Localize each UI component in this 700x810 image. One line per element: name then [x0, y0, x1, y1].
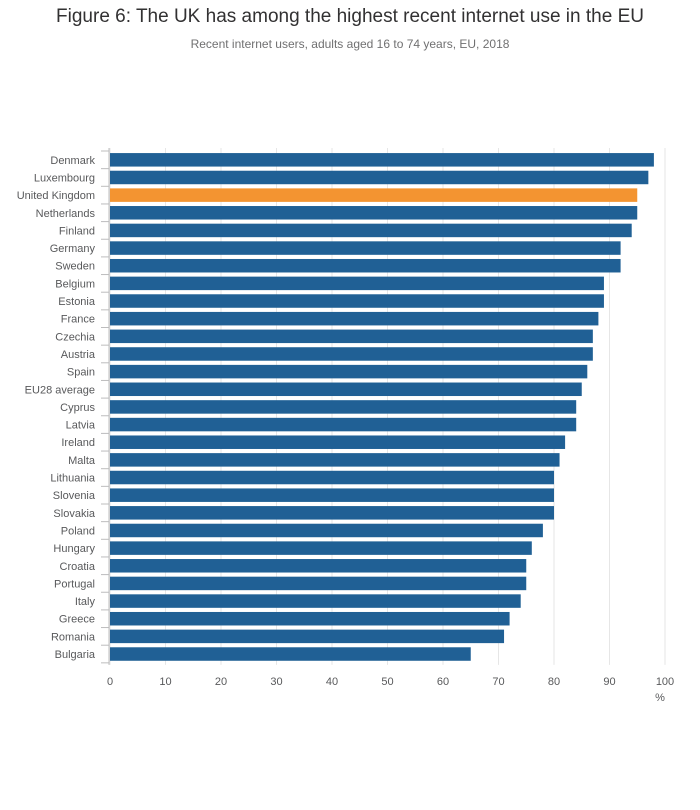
bar-czechia: [110, 329, 593, 344]
x-axis: 0 10 20 30 40 50 60 70 80 90 100: [107, 676, 674, 688]
category-label: Germany: [50, 243, 96, 255]
bar-belgium: [110, 276, 604, 291]
chart-subtitle: Recent internet users, adults aged 16 to…: [190, 37, 510, 51]
category-label: Estonia: [58, 296, 96, 308]
bar-austria: [110, 347, 593, 361]
category-label: Luxembourg: [34, 172, 95, 184]
category-label: Croatia: [60, 561, 96, 573]
bar-slovenia: [110, 488, 554, 502]
category-labels: Denmark Luxembourg United Kingdom Netherlan…: [17, 155, 96, 661]
category-label: Sweden: [55, 261, 95, 273]
category-label: Poland: [61, 525, 95, 537]
bar-cyprus: [110, 400, 577, 414]
category-label: United Kingdom: [17, 190, 95, 202]
bar-eu28-average: [110, 382, 582, 397]
bar-lithuania: [110, 470, 554, 485]
x-tick-label: 100: [656, 676, 674, 688]
bar-poland: [110, 523, 543, 538]
bar-ireland: [110, 435, 566, 449]
x-tick-label: 20: [215, 676, 227, 688]
bar-romania: [110, 629, 505, 644]
bar-sweden: [110, 258, 621, 273]
bar-germany: [110, 241, 621, 255]
bar-france: [110, 311, 599, 326]
category-label: Spain: [67, 367, 95, 379]
category-label: France: [61, 314, 95, 326]
category-label: Hungary: [53, 543, 95, 555]
bars: [110, 153, 654, 661]
category-label: Lithuania: [50, 473, 96, 485]
chart-title: Figure 6: The UK has among the highest r…: [56, 6, 644, 27]
x-tick-label: 0: [107, 676, 113, 688]
bar-bulgaria: [110, 647, 471, 661]
category-label: Denmark: [50, 155, 95, 167]
x-tick-label: 60: [437, 676, 449, 688]
category-label: Slovenia: [53, 490, 96, 502]
bar-croatia: [110, 559, 527, 573]
bar-malta: [110, 453, 560, 467]
bar-portugal: [110, 576, 527, 591]
category-label: Romania: [51, 631, 96, 643]
category-label: Netherlands: [36, 208, 96, 220]
x-tick-label: 50: [381, 676, 393, 688]
category-label: EU28 average: [25, 384, 95, 396]
category-label: Bulgaria: [55, 649, 96, 661]
bar-italy: [110, 594, 521, 608]
x-tick-label: 70: [492, 676, 504, 688]
category-label: Slovakia: [53, 508, 95, 520]
bar-greece: [110, 611, 510, 626]
category-label: Greece: [59, 614, 95, 626]
bar-estonia: [110, 294, 604, 308]
bar-denmark: [110, 153, 654, 167]
bar-slovakia: [110, 506, 554, 520]
x-tick-label: 40: [326, 676, 338, 688]
category-label: Czechia: [55, 331, 96, 343]
x-tick-label: 90: [603, 676, 615, 688]
bar-netherlands: [110, 206, 638, 220]
x-axis-unit-label: %: [655, 692, 665, 704]
x-tick-label: 30: [270, 676, 282, 688]
bar-luxembourg: [110, 170, 649, 185]
bar-latvia: [110, 417, 577, 432]
x-tick-label: 10: [159, 676, 171, 688]
category-label: Italy: [75, 596, 96, 608]
category-label: Latvia: [66, 420, 96, 432]
category-label: Malta: [68, 455, 96, 467]
category-label: Portugal: [54, 578, 95, 590]
bar-hungary: [110, 541, 532, 555]
category-label: Belgium: [55, 278, 95, 290]
x-tick-label: 80: [548, 676, 560, 688]
category-label: Cyprus: [60, 402, 95, 414]
category-label: Ireland: [61, 437, 95, 449]
bar-united-kingdom: [110, 188, 638, 202]
category-label: Finland: [59, 225, 95, 237]
category-label: Austria: [61, 349, 96, 361]
bar-finland: [110, 223, 632, 238]
bar-spain: [110, 364, 588, 379]
